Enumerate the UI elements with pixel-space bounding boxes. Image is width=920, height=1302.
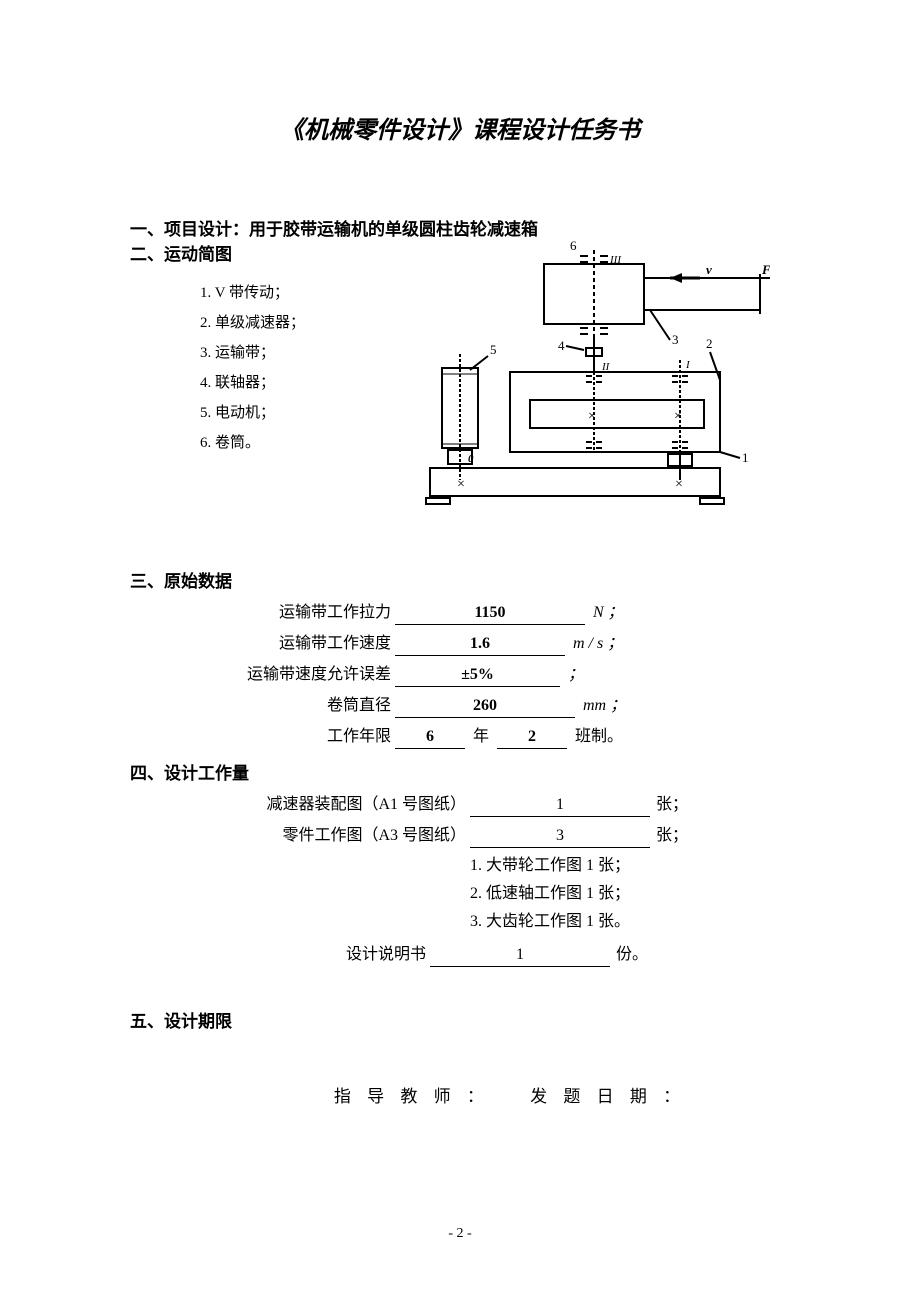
legend-item: 5. 电动机； <box>200 398 305 428</box>
section-five-header: 五、设计期限 <box>130 1007 790 1032</box>
data-row-force: 运输带工作拉力 1150 N ； <box>130 598 790 625</box>
section-one-content: 用于胶带运输机的单级圆柱齿轮减速箱 <box>249 215 538 240</box>
section-two: 二、运动简图 1. V 带传动； 2. 单级减速器； 3. 运输带； 4. 联轴… <box>130 240 790 551</box>
tail: 班制。 <box>575 722 623 746</box>
label: 设计说明书 <box>130 940 430 964</box>
work-row-assembly: 减速器装配图（A1 号图纸） 1 张； <box>130 790 790 817</box>
svg-text:×: × <box>675 477 683 492</box>
legend-item: 1. V 带传动； <box>200 278 305 308</box>
tail: 份。 <box>616 940 648 964</box>
data-row-speed: 运输带工作速度 1.6 m / s ； <box>130 629 790 656</box>
legend-item: 2. 单级减速器； <box>200 308 305 338</box>
value: 2 <box>497 728 567 749</box>
diagram-legend: 1. V 带传动； 2. 单级减速器； 3. 运输带； 4. 联轴器； 5. 电… <box>200 278 305 458</box>
unit: N ； <box>593 598 624 622</box>
svg-text:II: II <box>601 361 611 373</box>
svg-text:×: × <box>457 477 465 492</box>
label: 运输带工作速度 <box>130 629 395 653</box>
section-three: 三、原始数据 运输带工作拉力 1150 N ； 运输带工作速度 1.6 m / … <box>130 567 790 749</box>
unit: m / s ； <box>573 629 623 653</box>
value: 1.6 <box>395 635 565 656</box>
svg-text:v: v <box>706 262 712 277</box>
kinematic-diagram-icon: 6 III v F 3 4 2 <box>370 240 770 510</box>
value: 1150 <box>395 604 585 625</box>
sub-item: 2. 低速轴工作图 1 张； <box>470 880 790 908</box>
value: 260 <box>395 697 575 718</box>
manual-row: 设计说明书 1 份。 <box>130 940 790 967</box>
section-three-header: 三、原始数据 <box>130 567 790 592</box>
unit: mm ； <box>583 691 626 715</box>
section-five: 五、设计期限 <box>130 1007 790 1032</box>
tail: 张； <box>656 790 688 814</box>
page-title: 《机械零件设计》课程设计任务书 <box>130 110 790 145</box>
data-row-diameter: 卷筒直径 260 mm ； <box>130 691 790 718</box>
label: 运输带速度允许误差 <box>130 660 395 684</box>
value: ±5% <box>395 666 560 687</box>
value: 6 <box>395 728 465 749</box>
label: 卷筒直径 <box>130 691 395 715</box>
teacher-label: 指 导 教 师 ： <box>334 1087 490 1106</box>
label: 减速器装配图（A1 号图纸） <box>130 790 470 814</box>
legend-item: 6. 卷筒。 <box>200 428 305 458</box>
svg-text:I: I <box>685 359 691 371</box>
sub-item: 3. 大齿轮工作图 1 张。 <box>470 908 790 936</box>
section-four-header: 四、设计工作量 <box>130 759 790 784</box>
work-row-parts: 零件工作图（A3 号图纸） 3 张； <box>130 821 790 848</box>
svg-text:6: 6 <box>570 240 577 253</box>
legend-item: 4. 联轴器； <box>200 368 305 398</box>
value: 3 <box>470 827 650 848</box>
mid: 年 <box>473 722 489 746</box>
svg-text:F: F <box>761 262 770 277</box>
value: 1 <box>430 946 610 967</box>
page-number: - 2 - <box>0 1226 920 1242</box>
label: 零件工作图（A3 号图纸） <box>130 821 470 845</box>
sub-item: 1. 大带轮工作图 1 张； <box>470 852 790 880</box>
label: 运输带工作拉力 <box>130 598 395 622</box>
data-row-years: 工作年限 6 年 2 班制。 <box>130 722 790 749</box>
svg-text:5: 5 <box>490 342 497 357</box>
unit: ； <box>568 660 584 684</box>
sub-items: 1. 大带轮工作图 1 张； 2. 低速轴工作图 1 张； 3. 大齿轮工作图 … <box>470 852 790 936</box>
svg-text:2: 2 <box>706 336 713 351</box>
svg-text:×: × <box>588 409 596 424</box>
section-one: 一、项目设计： 用于胶带运输机的单级圆柱齿轮减速箱 <box>130 215 790 240</box>
section-four: 四、设计工作量 减速器装配图（A1 号图纸） 1 张； 零件工作图（A3 号图纸… <box>130 759 790 967</box>
value: 1 <box>470 796 650 817</box>
svg-text:III: III <box>609 254 622 266</box>
svg-text:1: 1 <box>742 450 749 465</box>
svg-text:4: 4 <box>558 338 565 353</box>
footer-labels: 指 导 教 师 ： 发 题 日 期 ： <box>130 1082 790 1107</box>
legend-item: 3. 运输带； <box>200 338 305 368</box>
data-row-tolerance: 运输带速度允许误差 ±5% ； <box>130 660 790 687</box>
section-one-header: 一、项目设计： <box>130 215 249 240</box>
svg-text:3: 3 <box>672 332 679 347</box>
svg-text:×: × <box>674 409 682 424</box>
label: 工作年限 <box>130 722 395 746</box>
tail: 张； <box>656 821 688 845</box>
date-label: 发 题 日 期 ： <box>530 1087 686 1106</box>
